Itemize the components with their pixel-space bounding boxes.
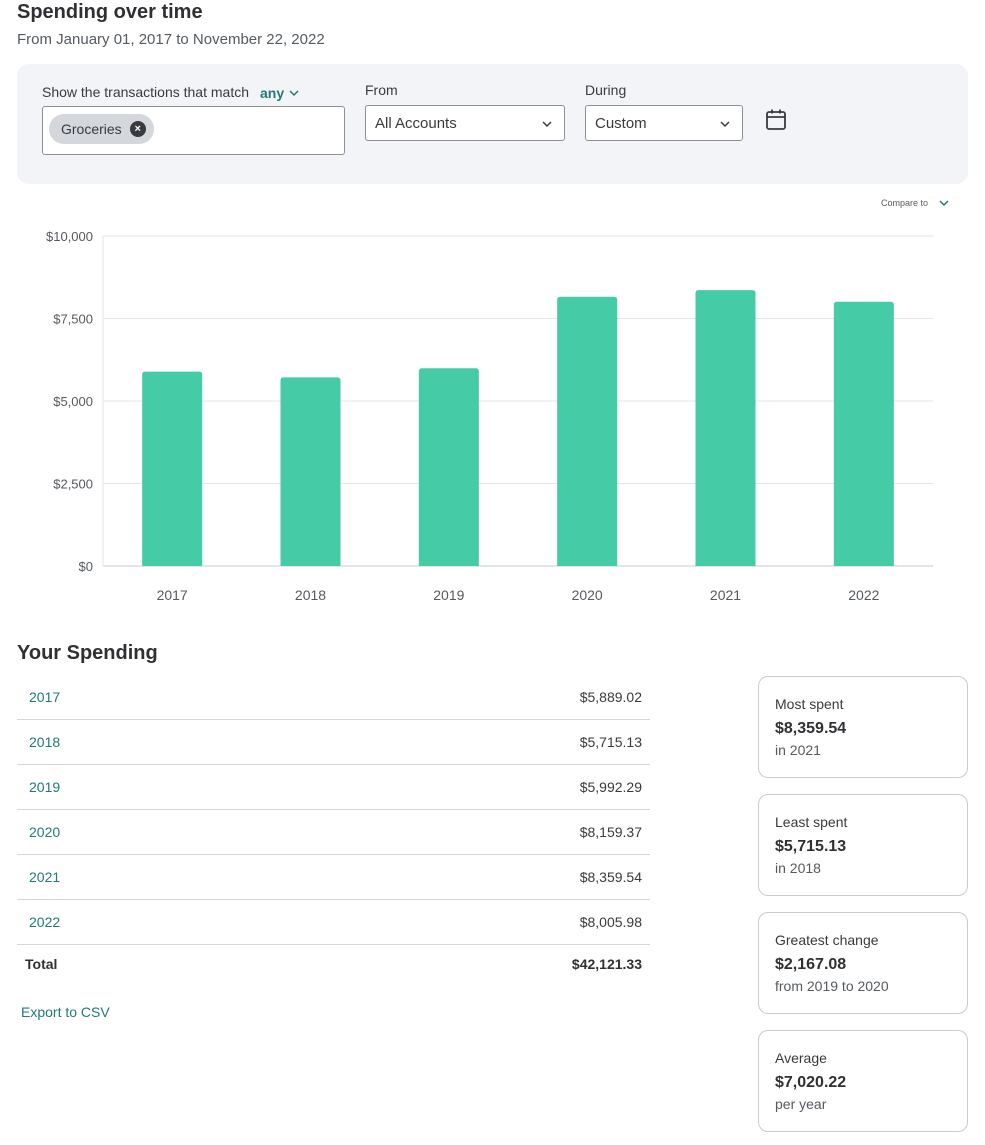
during-label: During [585, 82, 627, 98]
period-select[interactable]: Custom [585, 105, 743, 141]
year-amount: $5,992.29 [579, 779, 642, 795]
year-amount: $5,715.13 [579, 734, 642, 750]
bar-2018 [280, 377, 341, 566]
match-mode-dropdown[interactable]: any [260, 85, 300, 101]
account-select-value: All Accounts [375, 114, 457, 132]
bar-2020 [557, 296, 618, 566]
your-spending-title: Your Spending [17, 642, 158, 664]
match-mode-value: any [260, 85, 285, 101]
stat-card-least-spent: Least spent $5,715.13 in 2018 [758, 794, 968, 896]
year-amount: $8,159.37 [579, 824, 642, 840]
y-tick-label: $2,500 [53, 477, 93, 492]
year-amount: $5,889.02 [579, 689, 642, 705]
compare-to-label: Compare to [881, 198, 929, 208]
filter-panel: Show the transactions that match any Gro… [17, 64, 968, 184]
stat-card-average: Average $7,020.22 per year [758, 1030, 968, 1132]
year-link[interactable]: 2021 [29, 869, 61, 885]
year-amount: $8,005.98 [579, 914, 642, 930]
table-row: 2020 $8,159.37 [17, 810, 650, 855]
stat-card-most-spent: Most spent $8,359.54 in 2021 [758, 676, 968, 778]
bar-2017 [142, 371, 203, 566]
x-tick-label: 2017 [157, 587, 188, 603]
stat-label: Greatest change [775, 932, 879, 948]
y-tick-label: $0 [79, 559, 93, 574]
match-label: Show the transactions that match [42, 84, 249, 100]
year-link[interactable]: 2020 [29, 824, 61, 840]
stat-card-greatest-change: Greatest change $2,167.08 from 2019 to 2… [758, 912, 968, 1014]
date-range-subtitle: From January 01, 2017 to November 22, 20… [17, 31, 325, 48]
x-tick-label: 2022 [848, 587, 879, 603]
year-link[interactable]: 2018 [29, 734, 61, 750]
stat-value: $5,715.13 [775, 838, 847, 855]
stat-label: Least spent [775, 814, 848, 830]
x-tick-label: 2021 [710, 587, 741, 603]
bar-2022 [833, 301, 894, 566]
total-row: Total $42,121.33 [17, 945, 650, 985]
table-row: 2021 $8,359.54 [17, 855, 650, 900]
chevron-down-icon [542, 121, 552, 128]
year-link[interactable]: 2019 [29, 779, 61, 795]
tag-chip-groceries: Groceries × [49, 114, 154, 144]
x-tick-label: 2019 [433, 587, 464, 603]
page-title: Spending over time [17, 1, 203, 23]
from-label: From [365, 82, 398, 98]
table-row: 2022 $8,005.98 [17, 900, 650, 945]
year-link[interactable]: 2017 [29, 689, 61, 705]
bar-2019 [418, 368, 479, 566]
chevron-down-icon [289, 90, 299, 97]
year-link[interactable]: 2022 [29, 914, 61, 930]
bar-2021 [695, 290, 756, 566]
stat-value: $8,359.54 [775, 720, 847, 737]
chevron-down-icon [939, 200, 949, 207]
stat-label: Most spent [775, 696, 844, 712]
stat-subtext: per year [775, 1096, 827, 1112]
total-label: Total [25, 956, 58, 972]
calendar-icon[interactable] [765, 108, 787, 132]
table-row: 2018 $5,715.13 [17, 720, 650, 765]
stat-subtext: from 2019 to 2020 [775, 978, 889, 994]
x-tick-label: 2020 [572, 587, 603, 603]
stat-value: $7,020.22 [775, 1074, 847, 1091]
stat-subtext: in 2021 [775, 742, 821, 758]
tag-chip-label: Groceries [61, 121, 122, 137]
y-tick-label: $5,000 [53, 394, 93, 409]
y-tick-label: $7,500 [53, 312, 93, 327]
y-tick-label: $10,000 [46, 229, 93, 244]
stat-value: $2,167.08 [775, 956, 847, 973]
period-select-value: Custom [595, 114, 647, 132]
total-amount: $42,121.33 [571, 956, 642, 972]
spending-bar-chart: $0 $2,500 $5,000 $7,500 $10,000 2017 2018 2019 2… [46, 229, 933, 603]
table-row: 2017 $5,889.02 [17, 675, 650, 720]
chevron-down-icon [720, 121, 730, 128]
spending-table: 2017 $5,889.02 2018 $5,715.13 2019 $5,99… [17, 675, 650, 985]
export-csv-link[interactable]: Export to CSV [21, 1004, 110, 1020]
table-row: 2019 $5,992.29 [17, 765, 650, 810]
x-tick-label: 2018 [295, 587, 326, 603]
stat-label: Average [775, 1050, 827, 1066]
remove-tag-icon[interactable]: × [129, 121, 146, 137]
year-amount: $8,359.54 [579, 869, 642, 885]
account-select[interactable]: All Accounts [365, 105, 565, 141]
stat-subtext: in 2018 [775, 860, 821, 876]
category-tag-input[interactable]: Groceries × [42, 106, 345, 155]
compare-to-dropdown[interactable]: Compare to [881, 197, 950, 209]
